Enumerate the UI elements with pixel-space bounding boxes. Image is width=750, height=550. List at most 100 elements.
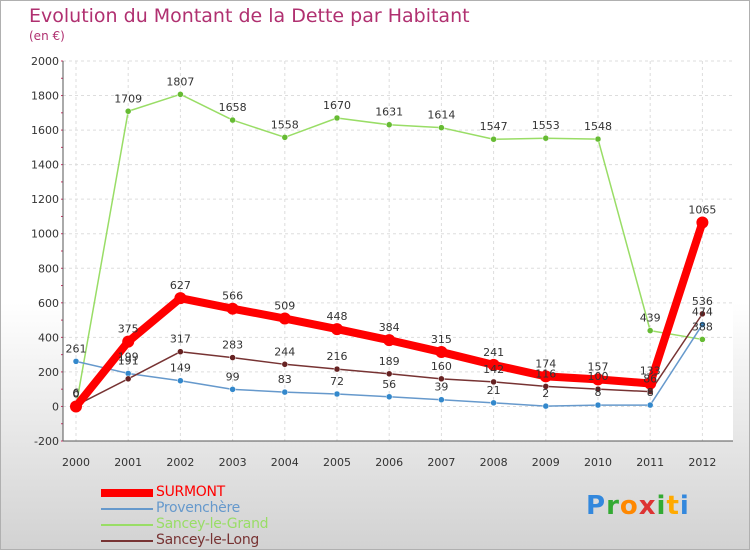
data-label-sancey-le-grand: 388 [692, 320, 713, 333]
proxiti-logo: Proxiti [586, 491, 690, 521]
y-tick-label: 600 [38, 297, 59, 310]
data-point-provenchere [385, 393, 393, 401]
data-label-surmont: 384 [379, 321, 400, 334]
data-point-sancey-le-grand [333, 114, 341, 122]
data-label-sancey-le-long: 244 [274, 345, 295, 358]
data-point-provenchere [124, 370, 132, 377]
data-point-provenchere [177, 377, 184, 384]
data-label-sancey-le-grand: 1553 [532, 119, 560, 132]
data-point-sancey-le-grand [699, 336, 706, 343]
data-label-sancey-le-long: 160 [431, 360, 452, 373]
data-point-sancey-le-long [542, 383, 550, 390]
data-point-sancey-le-long [490, 378, 497, 386]
legend-swatch [101, 524, 153, 526]
data-label-surmont: 627 [170, 279, 191, 292]
data-point-surmont [226, 302, 239, 315]
x-tick-label: 2004 [271, 456, 299, 469]
data-point-sancey-le-grand [646, 327, 654, 334]
data-point-surmont [331, 323, 343, 336]
data-point-provenchere [646, 401, 654, 409]
data-label-surmont: 1065 [688, 204, 716, 217]
x-tick-label: 2000 [62, 456, 90, 469]
data-point-provenchere [229, 386, 236, 393]
data-label-surmont: 375 [118, 323, 139, 336]
data-label-sancey-le-long: 216 [327, 350, 348, 363]
data-point-provenchere [699, 321, 706, 328]
data-point-sancey-le-long [333, 365, 341, 373]
data-point-surmont [383, 334, 396, 347]
y-tick-label: 0 [52, 400, 59, 413]
data-label-surmont: 241 [483, 346, 504, 359]
data-point-surmont [487, 358, 500, 371]
data-label-sancey-le-grand: 1709 [114, 92, 142, 105]
data-point-surmont [174, 292, 187, 305]
data-point-sancey-le-long [385, 370, 393, 378]
data-label-surmont: 315 [431, 333, 452, 346]
data-point-sancey-le-grand [438, 124, 445, 131]
data-label-surmont: 133 [640, 364, 661, 377]
data-point-sancey-le-long [177, 348, 184, 355]
data-label-provenchere: 8 [647, 386, 654, 399]
data-label-provenchere: 72 [330, 375, 344, 388]
legend-label: Sancey-le-Long [156, 532, 259, 548]
data-label-sancey-le-long: 142 [483, 363, 504, 376]
y-tick-label: 2000 [31, 55, 59, 68]
x-tick-label: 2011 [636, 456, 664, 469]
data-label-surmont: 174 [535, 357, 556, 370]
data-label-provenchere: 8 [595, 386, 602, 399]
data-point-provenchere [594, 401, 602, 409]
y-tick-label: 400 [38, 331, 59, 344]
data-point-provenchere [542, 402, 550, 410]
legend-swatch [101, 508, 153, 510]
axes: -200020040060080010001200140016001800200… [31, 55, 733, 469]
legend-label: Provenchère [156, 500, 240, 516]
data-label-provenchere: 21 [487, 384, 501, 397]
x-tick-label: 2010 [584, 456, 612, 469]
data-label-sancey-le-grand: 1548 [584, 120, 612, 133]
series-lines [70, 91, 709, 413]
data-label-sancey-le-grand: 1547 [480, 120, 508, 133]
data-label-sancey-le-long: 6 [73, 386, 80, 399]
data-labels: 0 1709 1807 1658 1558 1670 1631 1614 1547 1553 154… [66, 75, 717, 400]
legend-label: SURMONT [156, 484, 225, 500]
data-point-surmont [539, 370, 552, 383]
legend-label: Sancey-le-Grand [156, 516, 269, 532]
data-point-provenchere [333, 390, 341, 398]
data-label-provenchere: 191 [118, 354, 139, 367]
x-tick-label: 2012 [688, 456, 716, 469]
data-label-sancey-le-grand: 0 [73, 387, 80, 400]
data-point-sancey-le-grand [281, 134, 289, 141]
data-point-sancey-le-long [699, 310, 706, 318]
data-point-surmont [278, 312, 291, 325]
data-point-sancey-le-grand [490, 135, 497, 143]
chart-subtitle: (en €) [29, 29, 65, 43]
data-point-sancey-le-grand [542, 134, 550, 142]
data-point-provenchere [281, 388, 289, 396]
data-label-sancey-le-long: 536 [692, 295, 713, 308]
data-label-provenchere: 261 [66, 342, 87, 355]
x-tick-label: 2001 [114, 456, 142, 469]
data-label-sancey-le-long: 116 [535, 367, 556, 380]
data-label-provenchere: 56 [382, 378, 396, 391]
data-point-surmont [70, 400, 82, 413]
data-label-sancey-le-grand: 1631 [375, 106, 403, 119]
x-tick-label: 2003 [219, 456, 247, 469]
y-tick-label: 1000 [31, 228, 59, 241]
data-point-provenchere [72, 358, 80, 365]
data-label-provenchere: 2 [542, 387, 549, 400]
x-tick-label: 2006 [375, 456, 403, 469]
data-label-sancey-le-grand: 1614 [427, 109, 455, 122]
data-label-sancey-le-grand: 1658 [219, 101, 247, 114]
data-point-surmont [644, 377, 657, 390]
data-label-surmont: 566 [222, 290, 243, 303]
y-tick-label: 1800 [31, 90, 59, 103]
data-label-surmont: 448 [327, 310, 348, 323]
data-label-surmont: 509 [274, 300, 295, 313]
data-point-sancey-le-grand [229, 116, 236, 124]
y-tick-label: 1600 [31, 124, 59, 137]
data-point-sancey-le-grand [124, 108, 132, 115]
data-point-surmont [435, 346, 448, 359]
data-point-sancey-le-grand [385, 121, 393, 128]
x-tick-label: 2005 [323, 456, 351, 469]
